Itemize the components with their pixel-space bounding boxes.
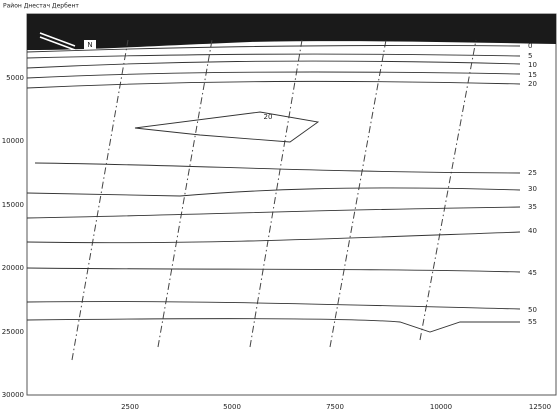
- contour-label: 30: [528, 185, 537, 193]
- contour-loop: [134, 111, 320, 143]
- contour-line: [26, 231, 521, 244]
- contour-label: 20: [264, 113, 273, 121]
- survey-line: [249, 39, 303, 348]
- contour-label: 0: [528, 42, 532, 50]
- contour-label: 25: [528, 169, 537, 177]
- survey-line: [71, 39, 129, 361]
- contour-label: 55: [528, 318, 537, 326]
- y-tick-label: 30000: [2, 391, 24, 399]
- map-title: Район Днестач Дербент: [3, 3, 79, 10]
- contour-label: 40: [528, 227, 537, 235]
- contour-label: 45: [528, 269, 537, 277]
- contour-line: [26, 267, 521, 273]
- shore-band: [27, 14, 556, 50]
- contour-line: [26, 206, 521, 219]
- x-tick-label: 12500: [529, 403, 551, 411]
- x-tick-label: 5000: [223, 403, 241, 411]
- y-tick-label: 20000: [2, 264, 24, 272]
- x-tick-label: 2500: [121, 403, 139, 411]
- contour-line: [26, 60, 521, 69]
- x-tick-label: 7500: [326, 403, 344, 411]
- y-tick-label: 15000: [2, 201, 24, 209]
- contour-line: [26, 45, 521, 53]
- plot-frame: [26, 13, 557, 396]
- contour-line: [26, 318, 520, 333]
- contour-line: [26, 187, 521, 197]
- survey-line: [419, 39, 477, 341]
- x-tick-label: 10000: [430, 403, 452, 411]
- y-tick-label: 25000: [2, 328, 24, 336]
- north-box: [84, 40, 96, 49]
- contour-label: 35: [528, 203, 537, 211]
- contour-label: 50: [528, 306, 537, 314]
- contour-line: [26, 71, 521, 79]
- contour-label: 20: [528, 80, 537, 88]
- north-label: N: [87, 41, 92, 49]
- contour-label: 15: [528, 71, 537, 79]
- survey-line: [157, 39, 213, 348]
- contour-label: 5: [528, 52, 532, 60]
- y-tick-label: 10000: [2, 137, 24, 145]
- y-tick-label: 5000: [6, 74, 24, 82]
- survey-line: [329, 39, 387, 348]
- contour-line: [26, 80, 521, 89]
- contour-line: [26, 53, 521, 59]
- contour-line: [34, 162, 521, 174]
- contour-line: [26, 301, 521, 310]
- north-arrow: [39, 32, 76, 51]
- contour-label: 10: [528, 61, 537, 69]
